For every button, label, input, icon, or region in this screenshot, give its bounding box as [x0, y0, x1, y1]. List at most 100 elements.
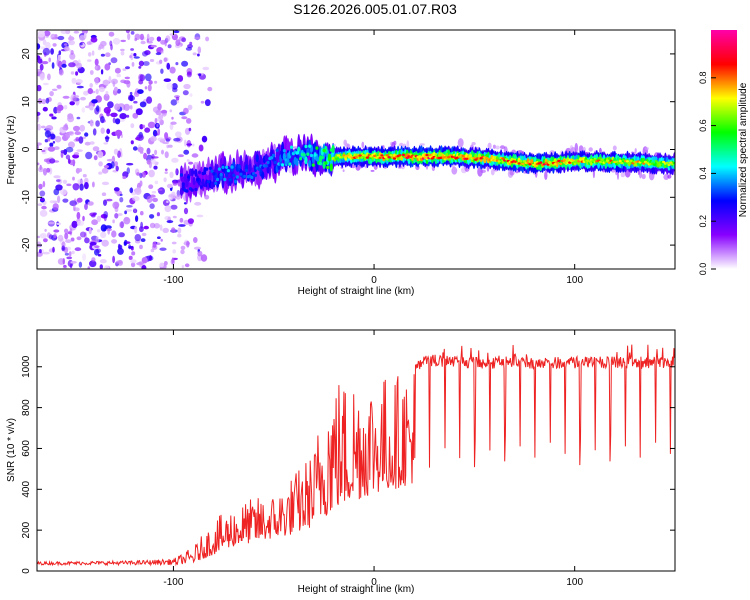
y-tick-label: 800 [21, 399, 32, 416]
noise-cell [198, 144, 204, 152]
ridge-cell [304, 156, 308, 165]
noise-cell [149, 203, 155, 210]
ridge-cell [662, 160, 666, 164]
ridge-cell [667, 163, 671, 167]
noise-cell [120, 50, 125, 56]
ridge-cell [190, 168, 194, 177]
noise-cell [93, 155, 98, 161]
noise-cell [52, 141, 56, 144]
ridge-cell [335, 157, 339, 160]
noise-cell [58, 60, 63, 69]
noise-cell [47, 73, 51, 81]
noise-cell [151, 190, 157, 194]
noise-cell [80, 96, 86, 101]
noise-cell [67, 158, 71, 164]
noise-cell [74, 247, 82, 252]
noise-cell [106, 228, 112, 232]
noise-cell [94, 245, 100, 249]
noise-cell [40, 125, 46, 129]
noise-cell [169, 171, 174, 178]
ridge-cell [645, 161, 649, 164]
noise-cell [37, 39, 41, 44]
noise-cell [76, 236, 82, 241]
noise-cell [152, 241, 157, 248]
noise-cell [159, 59, 163, 64]
noise-cell [146, 38, 150, 43]
noise-cell [173, 30, 180, 34]
ridge-cell [400, 157, 404, 160]
noise-cell [42, 168, 48, 176]
noise-cell [100, 116, 105, 124]
noise-cell [53, 200, 58, 204]
noise-cell [188, 161, 194, 165]
ridge-cell [461, 154, 465, 157]
halo-cell [663, 174, 669, 180]
noise-cell [175, 131, 182, 138]
ridge-cell [378, 156, 382, 160]
noise-cell [196, 214, 204, 218]
ridge-cell [197, 170, 202, 175]
ridge-cell [313, 153, 317, 157]
ridge-cell [216, 177, 220, 182]
noise-cell [99, 259, 107, 264]
noise-cell [141, 257, 148, 264]
ridge-cell [270, 156, 274, 160]
noise-cell [63, 43, 68, 46]
noise-cell [41, 98, 47, 105]
ridge-cell [243, 174, 247, 179]
noise-cell [155, 109, 162, 116]
noise-cell [82, 253, 87, 261]
noise-cell [84, 237, 90, 244]
ridge-cell [223, 177, 227, 182]
noise-cell [73, 204, 76, 212]
noise-cell [197, 53, 200, 57]
noise-cell [88, 227, 92, 235]
noise-cell [105, 135, 109, 143]
noise-cell [89, 119, 93, 127]
noise-cell [116, 260, 123, 265]
ridge-cell [235, 175, 239, 179]
ridge-cell [577, 160, 581, 163]
noise-cell [132, 196, 140, 202]
noise-cell [43, 158, 50, 163]
noise-cell [163, 265, 166, 269]
noise-cell [193, 237, 198, 243]
noise-cell [68, 62, 76, 68]
ridge-cell [342, 154, 346, 157]
noise-cell [116, 88, 122, 94]
ridge-cell [210, 169, 214, 173]
noise-cell [53, 146, 60, 151]
ridge-cell [472, 156, 476, 160]
ridge-cell [308, 159, 312, 168]
noise-cell [62, 126, 69, 131]
noise-cell [138, 79, 144, 85]
noise-cell [115, 118, 121, 125]
noise-cell [159, 247, 167, 251]
noise-cell [142, 61, 150, 66]
noise-cell [139, 180, 143, 187]
noise-cell [166, 144, 170, 149]
noise-cell [142, 124, 146, 129]
noise-cell [107, 101, 114, 109]
noise-cell [65, 146, 74, 153]
ridge-cell [192, 177, 196, 185]
noise-cell [153, 165, 158, 170]
noise-cell [136, 172, 141, 176]
noise-cell [186, 159, 190, 162]
noise-cell [132, 146, 138, 151]
noise-cell [91, 257, 96, 262]
halo-cell [499, 145, 506, 150]
ridge-cell [423, 156, 427, 159]
noise-cell [193, 246, 202, 250]
ridge-cell [190, 188, 194, 192]
noise-cell [186, 118, 192, 124]
noise-cell [82, 215, 85, 222]
noise-cell [105, 90, 109, 97]
noise-cell [157, 236, 161, 239]
noise-cell [65, 154, 71, 160]
halo-cell [457, 138, 464, 148]
noise-cell [37, 30, 46, 38]
ridge-cell [264, 153, 268, 162]
noise-cell [172, 215, 177, 219]
noise-cell [114, 213, 119, 219]
